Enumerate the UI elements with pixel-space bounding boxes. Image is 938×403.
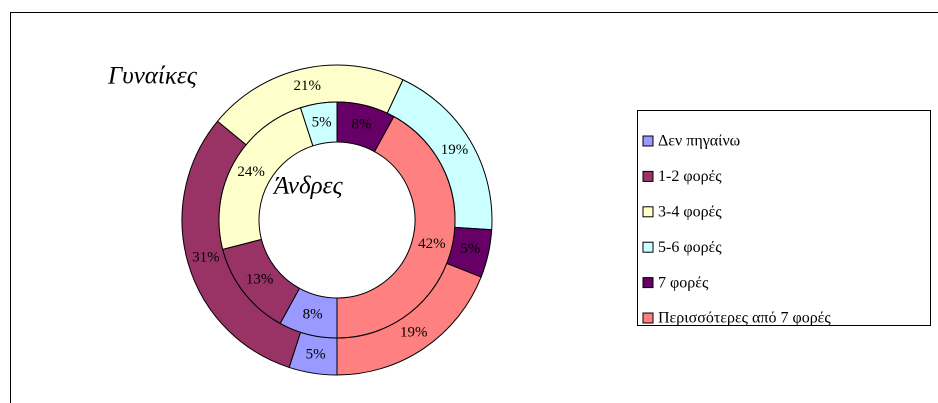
data-label: 19% bbox=[441, 142, 469, 158]
legend-swatch bbox=[642, 170, 654, 182]
outer-series-label: Γυναίκες bbox=[107, 63, 198, 90]
legend-swatch bbox=[642, 277, 654, 289]
data-label: 31% bbox=[192, 250, 220, 266]
data-label: 8% bbox=[351, 117, 371, 133]
legend-swatch bbox=[642, 312, 654, 324]
data-label: 42% bbox=[418, 236, 446, 252]
legend-label: 3-4 φορές bbox=[658, 203, 722, 220]
data-label: 5% bbox=[312, 115, 332, 131]
legend-swatch bbox=[642, 135, 654, 147]
legend-label: 5-6 φορές bbox=[658, 239, 722, 256]
data-label: 19% bbox=[400, 324, 428, 340]
legend-label: 1-2 φορές bbox=[658, 168, 722, 185]
legend-label: 7 φορές bbox=[658, 274, 709, 291]
data-label: 13% bbox=[246, 272, 274, 288]
data-label: 24% bbox=[237, 164, 265, 180]
legend-label: Δεν πηγαίνω bbox=[658, 133, 740, 150]
inner-series-label: Άνδρες bbox=[272, 173, 343, 200]
legend-swatch bbox=[642, 241, 654, 253]
data-label: 5% bbox=[306, 346, 326, 362]
data-label: 8% bbox=[303, 306, 323, 322]
data-label: 21% bbox=[293, 78, 321, 94]
legend-box bbox=[637, 110, 931, 326]
doughnut-segment bbox=[336, 115, 456, 339]
legend-label: Περισσότερες από 7 φορές bbox=[658, 310, 831, 327]
data-label: 5% bbox=[460, 241, 480, 257]
legend-swatch bbox=[642, 206, 654, 218]
